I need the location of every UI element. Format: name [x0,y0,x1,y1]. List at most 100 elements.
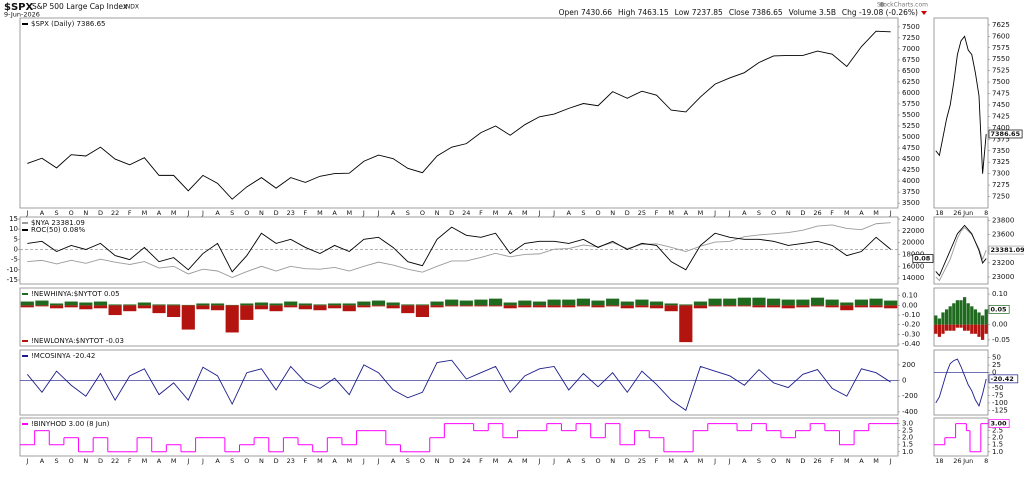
bar [635,299,649,306]
bar [959,324,963,328]
bar [708,298,722,306]
bar [254,305,269,310]
series-line [935,226,987,282]
bar [944,309,949,325]
y-tick-label: 50 [992,354,1001,362]
y-tick-label: 2.5 [992,427,1003,435]
y-tick-label: 7300 [992,170,1010,178]
panel [19,349,899,416]
bar [401,304,415,306]
y-tick-label: 0 [992,369,996,377]
badge-label: -20.42 [991,375,1014,383]
bar [430,305,444,308]
bar [518,300,532,306]
bar [767,298,781,306]
bar [869,298,883,306]
x-tick-label: D [274,209,279,217]
quote-item: Open 7430.66 [559,8,613,17]
bar [810,305,825,307]
x-tick-label: J [377,209,380,217]
y-tick-label: 5250 [902,122,920,130]
x-tick-label: J [377,457,380,465]
bar [49,305,64,309]
y-tick-label: 200 [902,361,915,369]
y-tick-label: 7000 [902,45,920,53]
bar [966,324,970,331]
y-tick-label: 7600 [992,32,1010,40]
x-tick-label: N [786,457,791,465]
y-tick-label: 7400 [992,124,1010,132]
y-tick-label: 4000 [902,177,920,185]
x-tick-label: M [873,457,879,465]
x-tick-label: M [346,209,352,217]
bar [955,300,960,325]
x-tick-label: A [859,209,864,217]
bar [840,305,854,311]
quote: Open 7430.66 High 7463.15 Low 7237.85 Close… [559,8,918,17]
bar [240,305,254,320]
x-tick-label: S [230,209,234,217]
x-tick-label: J [538,209,541,217]
y2-tick-label: 14000 [902,274,924,282]
y-tick-label: 23600 [992,231,1014,239]
badge-box [988,305,1010,314]
x-tick-label: D [800,457,805,465]
x-tick-label: N [610,209,615,217]
bar [269,305,283,312]
bar [854,305,869,308]
y-tick-label: -400 [902,408,918,416]
y-tick-label: -200 [902,392,918,400]
bar [959,300,963,325]
y-tick-label: 7575 [992,44,1010,52]
panel [933,17,989,209]
x-tick-label: M [844,457,850,465]
x-tick-label: A [157,209,162,217]
y2-tick-label: 24000 [902,215,924,223]
x-tick-label: M [317,209,323,217]
y-tick-label: -75 [992,391,1003,399]
y-tick-label: 3.0 [902,420,913,428]
bar [386,305,400,309]
x-tick-label: J [186,457,189,465]
x-tick-label: F [830,457,834,465]
x-tick-label: A [508,457,513,465]
bar [679,304,693,306]
y2-tick-label: 16000 [902,262,924,270]
bar [298,303,312,306]
y-tick-label: 7250 [992,193,1010,201]
bar [941,312,945,325]
y-tick-label: 7475 [992,90,1010,98]
x-tick-label: A [391,209,396,217]
y-tick-label: 1.5 [992,441,1003,449]
legend-label: !NEWHINYA:$NYTOT 0.05 [31,290,120,298]
bar [415,304,430,306]
bar [445,305,459,307]
bar [948,324,952,331]
bar [723,305,737,307]
y-tick-label: 7500 [992,78,1010,86]
bar [884,305,898,309]
x-tick-label: J [552,209,555,217]
bar [459,300,473,306]
x-tick-label: M [493,457,499,465]
quote-item: Close 7386.65 [729,8,783,17]
y-tick-label: 0.10 [902,292,918,300]
x-tick-label: O [420,457,425,465]
x-tick-label: Jun [962,457,973,465]
bar [401,305,415,314]
bar [737,297,751,306]
x-tick-label: 25 [638,209,646,217]
bar [181,305,195,330]
y-tick-label: -0.20 [902,321,920,329]
bar [328,303,342,306]
bar [108,305,122,316]
bar [386,302,400,306]
bar [562,299,576,306]
bar [781,305,795,309]
x-tick-label: O [69,209,74,217]
x-tick-label: O [771,209,776,217]
x-tick-label: O [595,209,600,217]
x-tick-label: M [317,457,323,465]
bar [884,300,898,306]
